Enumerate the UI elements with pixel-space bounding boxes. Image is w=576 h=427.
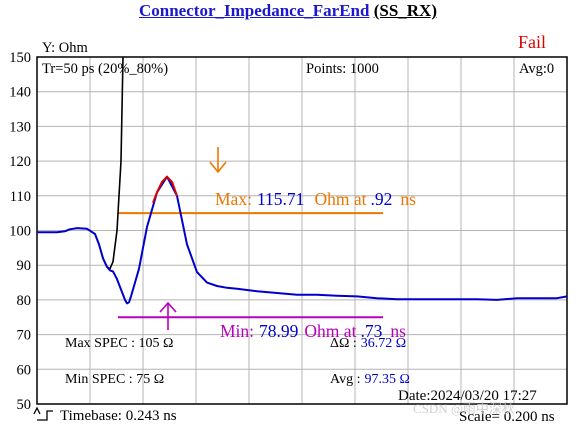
delta-readout: ΔΩ : 36.72 Ω	[330, 336, 406, 351]
max-value: 115.71	[257, 189, 304, 209]
y-tick-label: 130	[9, 119, 31, 135]
timebase-label: Timebase: 0.243 ns	[60, 408, 177, 424]
min-spec-label: Min SPEC : 75 Ω	[65, 372, 164, 387]
chart-title: Connector_Impedance_FarEnd (SS_RX)	[0, 1, 576, 21]
y-tick-label: 90	[17, 258, 32, 274]
y-tick-label: 70	[17, 328, 32, 344]
y-tick-label: 140	[9, 85, 31, 101]
title-sub: (SS_RX)	[373, 1, 437, 20]
y-tick-label: 100	[9, 224, 31, 240]
min-time: .73	[360, 321, 382, 341]
fail-status: Fail	[518, 32, 546, 52]
y-tick-label: 120	[9, 154, 31, 170]
avg-count-label: Avg:0	[519, 61, 554, 77]
plot-frame	[36, 56, 568, 405]
avg-value: 97.35 Ω	[364, 372, 409, 387]
points-label: Points: 1000	[306, 61, 379, 77]
avg-readout: Avg : 97.35 Ω	[330, 372, 410, 387]
max-arrow-icon	[209, 147, 227, 174]
series-reference-line	[94, 56, 124, 270]
y-tick-label: 150	[9, 50, 31, 66]
max-spec-label: Max SPEC : 105 Ω	[65, 336, 173, 351]
delta-value: 36.72 Ω	[361, 336, 406, 351]
max-annotation: Max: 115.71 Ohm at .92 ns	[215, 189, 416, 209]
delta-label: ΔΩ :	[330, 336, 357, 351]
min-annotation: Min: 78.99 Ohm at .73 ns	[220, 321, 406, 341]
avg-label: Avg :	[330, 372, 360, 387]
min-value: 78.99	[259, 321, 299, 341]
scale-label: Scale= 0.200 ns	[459, 409, 555, 425]
max-unit: Ohm at	[314, 189, 366, 209]
watermark: CSDN @雨中深秋	[413, 401, 515, 416]
y-unit-label: Y: Ohm	[42, 40, 89, 56]
series	[37, 56, 568, 305]
y-tick-labels: 50 60 70 80 90 100 110 120 130 140 150	[9, 50, 31, 413]
min-time-unit: ns	[390, 321, 406, 341]
max-time: .92	[370, 189, 392, 209]
min-arrow-icon	[159, 301, 177, 330]
min-unit: Ohm at	[304, 321, 356, 341]
y-tick-label: 50	[17, 397, 32, 413]
max-label: Max:	[215, 189, 252, 209]
step-icon	[33, 406, 53, 421]
max-time-unit: ns	[400, 189, 416, 209]
title-main: Connector_Impedance_FarEnd	[139, 1, 370, 20]
series-peak-line	[152, 175, 178, 204]
date-label: Date:2024/03/20 17:27	[398, 388, 537, 404]
y-tick-label: 60	[17, 362, 32, 378]
y-tick-label: 110	[10, 189, 31, 205]
min-label: Min:	[220, 321, 254, 341]
rise-time-label: Tr=50 ps (20%_80%)	[42, 61, 168, 77]
y-tick-label: 80	[17, 293, 32, 309]
